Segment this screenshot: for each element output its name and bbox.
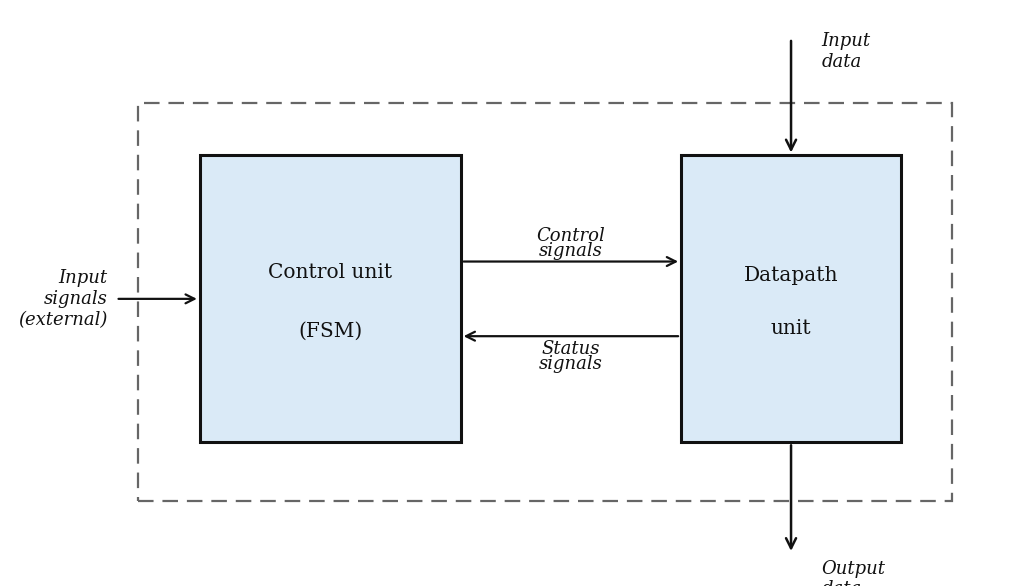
Text: Control: Control bbox=[537, 227, 605, 245]
Text: Control unit: Control unit bbox=[268, 263, 392, 282]
Bar bbox=[200, 155, 461, 442]
Text: (FSM): (FSM) bbox=[298, 322, 362, 340]
Text: Output
data: Output data bbox=[822, 560, 886, 586]
Text: Input
signals
(external): Input signals (external) bbox=[18, 269, 108, 329]
Text: Input
data: Input data bbox=[822, 32, 870, 71]
Text: Datapath: Datapath bbox=[743, 266, 839, 285]
Bar bbox=[681, 155, 901, 442]
Bar bbox=[138, 103, 952, 501]
Text: signals: signals bbox=[539, 243, 603, 260]
Text: Status: Status bbox=[542, 340, 600, 357]
Text: signals: signals bbox=[539, 355, 603, 373]
Text: unit: unit bbox=[771, 319, 811, 338]
